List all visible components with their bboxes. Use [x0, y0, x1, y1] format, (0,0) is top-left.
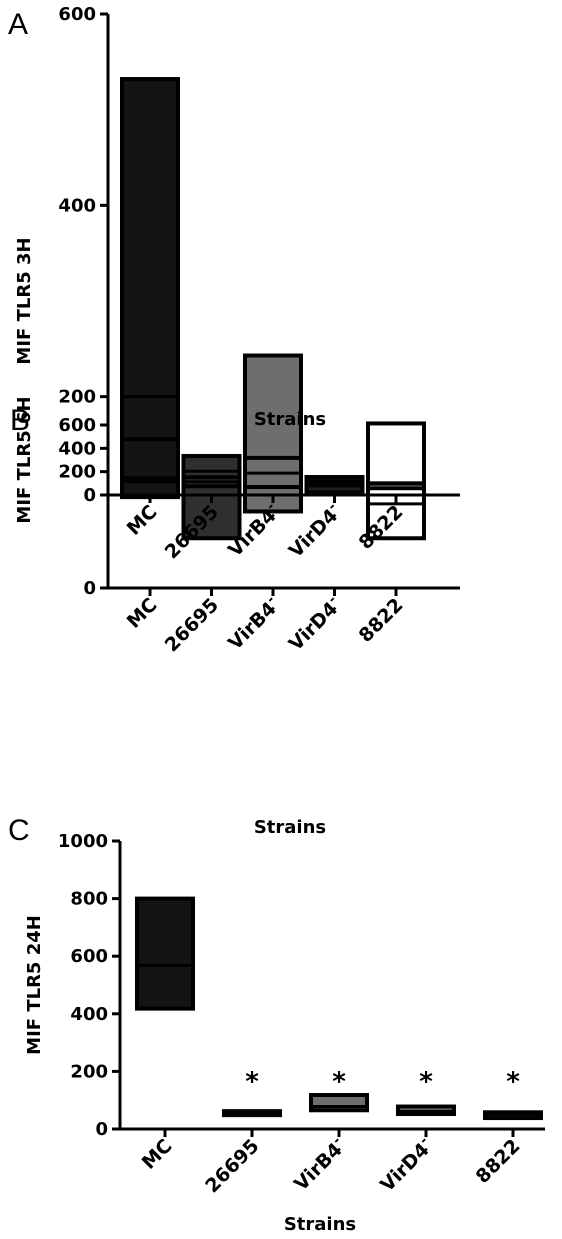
- x-tick-label: 8822: [472, 1135, 525, 1188]
- significance-marker: *: [506, 1067, 520, 1097]
- bar-8822: [366, 421, 426, 541]
- y-axis-title: MIF TLR5 6H: [14, 396, 35, 523]
- bar-mc: [120, 77, 180, 500]
- y-tick-label: 200: [58, 462, 96, 483]
- bar-mc: [135, 896, 195, 1011]
- x-tick-label: VirD4-: [283, 593, 346, 656]
- y-tick-label: 200: [58, 387, 96, 408]
- y-tick-label: 600: [70, 946, 108, 967]
- x-tick-label: 8822: [355, 594, 408, 647]
- x-tick-label-superscript: -: [417, 1134, 431, 1148]
- x-tick-label: 26695: [201, 1135, 263, 1197]
- significance-marker: *: [332, 1067, 346, 1097]
- bar-mc: [120, 437, 180, 484]
- x-tick-label: VirB4-: [223, 593, 285, 655]
- panel-letter: B: [10, 404, 30, 437]
- y-tick-label: 0: [95, 1119, 108, 1140]
- x-tick-label-superscript: -: [264, 593, 278, 607]
- x-tick-label-superscript: -: [325, 500, 339, 514]
- y-tick-label: 600: [58, 415, 96, 436]
- x-tick-label-superscript: -: [330, 1134, 344, 1148]
- y-tick-label: 200: [70, 1061, 108, 1082]
- significance-marker: *: [419, 1067, 433, 1097]
- panel-letter: A: [8, 8, 28, 41]
- y-tick-label: 600: [58, 4, 96, 25]
- y-tick-label: 0: [83, 578, 96, 599]
- y-tick-label: 0: [83, 485, 96, 506]
- significance-marker: *: [245, 1067, 259, 1097]
- x-axis-title: Strains: [254, 817, 326, 838]
- x-tick-label-superscript: -: [325, 593, 339, 607]
- x-tick-label: MC: [138, 1135, 177, 1174]
- x-axis-title: Strains: [284, 1214, 356, 1235]
- x-tick-label: MC: [123, 501, 162, 540]
- y-tick-label: 400: [70, 1004, 108, 1025]
- y-tick-label: 1000: [58, 831, 108, 852]
- x-tick-label: VirB4-: [289, 1134, 351, 1196]
- y-tick-label: 400: [58, 195, 96, 216]
- panel-letter: C: [8, 814, 30, 847]
- y-tick-label: 800: [70, 889, 108, 910]
- panel-c: C 0 200 400 600 800 1000 MIF TLR5 24H MC 26695 * Vi…: [8, 814, 545, 1235]
- x-tick-label: VirD4-: [375, 1134, 438, 1197]
- y-axis-title: MIF TLR5 24H: [24, 915, 45, 1055]
- x-tick-label: 26695: [161, 594, 223, 656]
- x-tick-label: MC: [123, 594, 162, 633]
- y-tick-label: 400: [58, 438, 96, 459]
- y-axis-title: MIF TLR5 3H: [14, 237, 35, 364]
- x-axis-title: Strains: [254, 409, 326, 430]
